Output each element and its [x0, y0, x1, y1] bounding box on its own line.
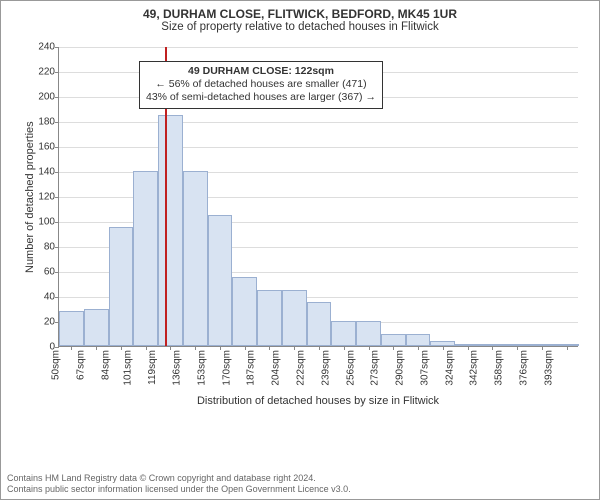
histogram-bar	[133, 171, 158, 346]
annotation-box: 49 DURHAM CLOSE: 122sqm ← 56% of detache…	[139, 61, 383, 108]
y-tick-label: 160	[38, 142, 55, 153]
y-tick-mark	[55, 72, 59, 73]
y-tick-label: 20	[44, 317, 55, 328]
footer-line2: Contains public sector information licen…	[7, 484, 593, 495]
x-tick-label: 187sqm	[246, 350, 257, 386]
x-tick-label: 204sqm	[271, 350, 282, 386]
y-tick-label: 140	[38, 167, 55, 178]
y-tick-label: 80	[44, 242, 55, 253]
y-tick-mark	[55, 247, 59, 248]
annotation-line2: ← 56% of detached houses are smaller (47…	[155, 78, 366, 90]
histogram-bar	[232, 277, 257, 346]
x-tick-label: 101sqm	[122, 350, 133, 386]
x-tick-label: 119sqm	[148, 350, 159, 385]
annotation-line1: 49 DURHAM CLOSE: 122sqm	[188, 65, 334, 77]
x-tick-label: 290sqm	[395, 350, 406, 386]
x-tick-label: 136sqm	[172, 350, 183, 386]
histogram-bar	[381, 334, 406, 347]
x-tick-label: 273sqm	[370, 350, 381, 386]
x-tick-label: 324sqm	[444, 350, 455, 386]
histogram-bar	[307, 302, 332, 346]
x-tick-label: 84sqm	[100, 350, 111, 380]
gridline	[59, 47, 578, 48]
y-tick-mark	[55, 197, 59, 198]
y-tick-label: 220	[38, 67, 55, 78]
histogram-bar	[84, 309, 109, 347]
histogram-bar	[183, 171, 208, 346]
y-tick-mark	[55, 47, 59, 48]
x-tick-label: 256sqm	[345, 350, 356, 386]
x-tick-mark	[71, 346, 72, 350]
x-tick-label: 153sqm	[197, 350, 208, 386]
histogram-bar	[257, 290, 282, 346]
chart-container: 49, DURHAM CLOSE, FLITWICK, BEDFORD, MK4…	[0, 0, 600, 500]
footer-attribution: Contains HM Land Registry data © Crown c…	[7, 473, 593, 496]
x-tick-label: 50sqm	[51, 350, 62, 380]
x-tick-label: 222sqm	[296, 350, 307, 386]
y-tick-mark	[55, 122, 59, 123]
gridline	[59, 122, 578, 123]
histogram-bar	[282, 290, 307, 346]
histogram-bar	[208, 215, 233, 346]
plot-area: Number of detached properties 49 DURHAM …	[10, 37, 589, 427]
y-tick-label: 60	[44, 267, 55, 278]
x-tick-label: 393sqm	[543, 350, 554, 386]
y-axis-title: Number of detached properties	[24, 122, 36, 274]
annotation-line3: 43% of semi-detached houses are larger (…	[146, 91, 376, 103]
histogram-bar	[331, 321, 356, 346]
histogram-bar	[406, 334, 431, 347]
chart-title-line2: Size of property relative to detached ho…	[7, 21, 593, 35]
footer-line1: Contains HM Land Registry data © Crown c…	[7, 473, 593, 484]
x-tick-mark	[542, 346, 543, 350]
x-tick-mark	[344, 346, 345, 350]
histogram-bar	[59, 311, 84, 346]
y-tick-label: 180	[38, 117, 55, 128]
x-tick-mark	[96, 346, 97, 350]
y-tick-mark	[55, 347, 59, 348]
y-tick-mark	[55, 222, 59, 223]
x-tick-label: 67sqm	[76, 350, 87, 380]
x-tick-mark	[567, 346, 568, 350]
y-tick-mark	[55, 97, 59, 98]
gridline	[59, 147, 578, 148]
x-tick-mark	[443, 346, 444, 350]
x-tick-label: 307sqm	[420, 350, 431, 386]
y-tick-mark	[55, 147, 59, 148]
y-tick-label: 200	[38, 92, 55, 103]
x-axis-title: Distribution of detached houses by size …	[58, 395, 578, 407]
x-tick-label: 342sqm	[469, 350, 480, 386]
y-tick-mark	[55, 297, 59, 298]
histogram-bar	[356, 321, 381, 346]
chart-region: 49 DURHAM CLOSE: 122sqm ← 56% of detache…	[58, 47, 578, 347]
histogram-bar	[158, 115, 183, 346]
x-tick-label: 170sqm	[221, 350, 232, 386]
y-tick-mark	[55, 272, 59, 273]
histogram-bar	[109, 227, 134, 346]
y-tick-label: 40	[44, 292, 55, 303]
chart-title-line1: 49, DURHAM CLOSE, FLITWICK, BEDFORD, MK4…	[7, 7, 593, 21]
y-tick-label: 100	[38, 217, 55, 228]
y-tick-label: 120	[38, 192, 55, 203]
y-tick-label: 240	[38, 42, 55, 53]
y-tick-mark	[55, 172, 59, 173]
x-tick-label: 358sqm	[494, 350, 505, 386]
x-tick-label: 376sqm	[519, 350, 530, 386]
x-tick-label: 239sqm	[320, 350, 331, 386]
